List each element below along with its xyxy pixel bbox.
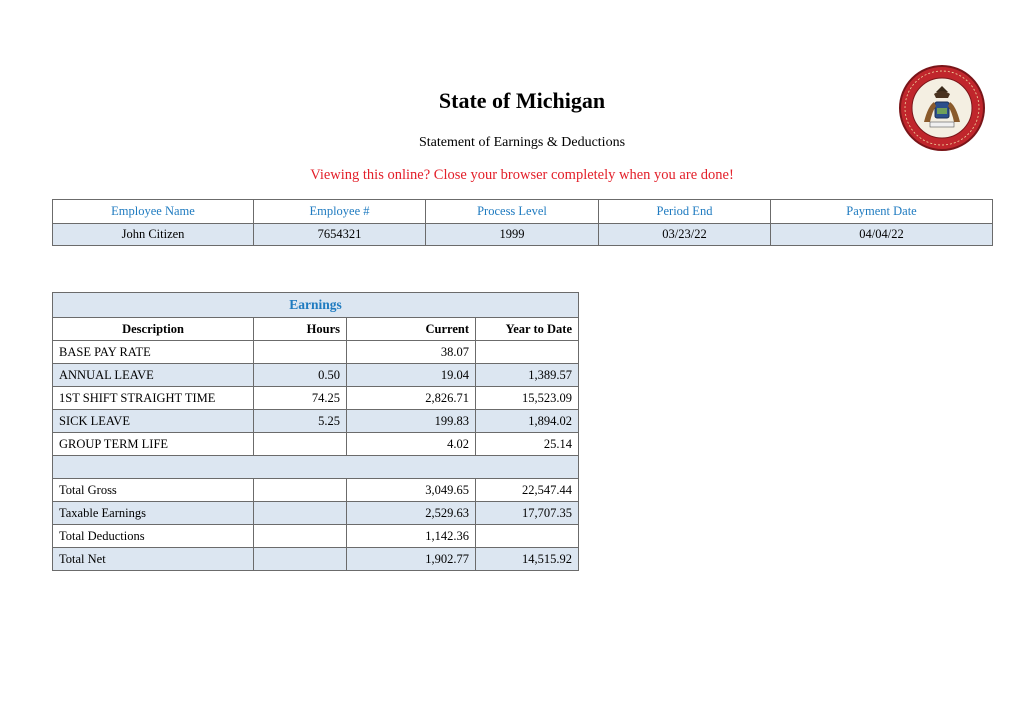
total-label: Total Deductions [52,524,254,548]
col-year-to-date: Year to Date [475,317,579,341]
employee-name: John Citizen [52,223,254,246]
page-title: State of Michigan [438,88,606,113]
employee-header-row: Employee Name Employee # Process Level P… [52,199,993,224]
row-description: BASE PAY RATE [52,340,254,364]
payment-date: 04/04/22 [770,223,993,246]
employee-number: 7654321 [253,223,426,246]
row-hours: 0.50 [253,363,347,387]
total-current: 2,529.63 [346,501,476,525]
row-description: 1ST SHIFT STRAIGHT TIME [52,386,254,410]
col-process-level: Process Level [425,199,599,224]
employee-info-table: Employee Name Employee # Process Level P… [52,199,993,246]
earnings-header-row: Description Hours Current Year to Date [52,317,579,341]
col-employee-name: Employee Name [52,199,254,224]
row-hours: 5.25 [253,409,347,433]
total-label: Total Gross [52,478,254,502]
table-row: ANNUAL LEAVE 0.50 19.04 1,389.57 [52,363,579,387]
row-hours: 74.25 [253,386,347,410]
row-hours [253,340,347,364]
total-hours [253,524,347,548]
total-ytd: 22,547.44 [475,478,579,502]
employee-value-row: John Citizen 7654321 1999 03/23/22 04/04… [52,223,993,246]
process-level: 1999 [425,223,599,246]
row-ytd: 1,894.02 [475,409,579,433]
row-current: 2,826.71 [346,386,476,410]
total-hours [253,478,347,502]
row-description: GROUP TERM LIFE [52,432,254,456]
total-ytd [475,524,579,548]
table-row: GROUP TERM LIFE 4.02 25.14 [52,432,579,456]
period-end: 03/23/22 [598,223,771,246]
row-description: SICK LEAVE [52,409,254,433]
row-current: 38.07 [346,340,476,364]
col-payment-date: Payment Date [770,199,993,224]
totals-row: Taxable Earnings 2,529.63 17,707.35 [52,501,579,525]
totals-row: Total Deductions 1,142.36 [52,524,579,548]
total-current: 1,142.36 [346,524,476,548]
total-current: 3,049.65 [346,478,476,502]
page-subtitle: Statement of Earnings & Deductions [418,135,626,150]
total-ytd: 17,707.35 [475,501,579,525]
total-hours [253,501,347,525]
table-row: BASE PAY RATE 38.07 [52,340,579,364]
row-current: 19.04 [346,363,476,387]
row-ytd: 1,389.57 [475,363,579,387]
totals-row: Total Gross 3,049.65 22,547.44 [52,478,579,502]
row-ytd: 15,523.09 [475,386,579,410]
total-label: Taxable Earnings [52,501,254,525]
row-description: ANNUAL LEAVE [52,363,254,387]
col-description: Description [52,317,254,341]
row-current: 4.02 [346,432,476,456]
row-current: 199.83 [346,409,476,433]
total-ytd: 14,515.92 [475,547,579,571]
table-row: SICK LEAVE 5.25 199.83 1,894.02 [52,409,579,433]
earnings-title: Earnings [52,292,579,318]
total-current: 1,902.77 [346,547,476,571]
earnings-table: Earnings Description Hours Current Year … [52,292,579,571]
total-hours [253,547,347,571]
col-period-end: Period End [598,199,771,224]
totals-row: Total Net 1,902.77 14,515.92 [52,547,579,571]
browser-warning: Viewing this online? Close your browser … [310,167,734,183]
spacer-row [52,455,579,479]
table-row: 1ST SHIFT STRAIGHT TIME 74.25 2,826.71 1… [52,386,579,410]
col-employee-number: Employee # [253,199,426,224]
col-current: Current [346,317,476,341]
row-hours [253,432,347,456]
row-ytd [475,340,579,364]
row-ytd: 25.14 [475,432,579,456]
col-hours: Hours [253,317,347,341]
total-label: Total Net [52,547,254,571]
state-seal-icon [899,65,985,151]
